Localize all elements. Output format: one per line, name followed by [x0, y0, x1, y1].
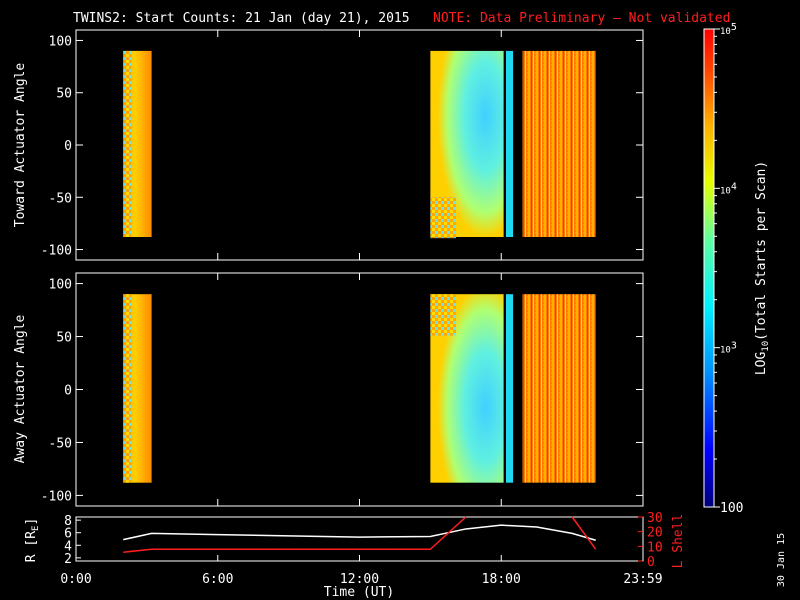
colorbar-label: LOG10(Total Starts per Scan) — [754, 161, 771, 375]
away-y-tick-label: 100 — [49, 278, 72, 293]
colorbar-gradient — [703, 28, 715, 508]
lshell-tick-label: 0 — [647, 555, 655, 570]
toward-y-tick-label: 50 — [56, 87, 72, 102]
away-heatmap-block — [522, 294, 596, 483]
lshell-line — [571, 516, 597, 550]
radius-tick-label: 2 — [64, 552, 72, 567]
x-axis-label: Time (UT) — [324, 585, 394, 600]
lshell-axis-label: L Shell — [671, 514, 686, 569]
date-stamp: 30 Jan 15 — [776, 533, 787, 587]
toward-block-edge-texture — [123, 50, 132, 238]
lshell-line — [123, 516, 467, 553]
radius-tick-label: 6 — [64, 527, 72, 542]
colorbar-tick-label: 104 — [720, 181, 737, 196]
radius-axis-label: R [RE] — [24, 518, 41, 563]
colorbar-tick-label: 103 — [720, 341, 737, 356]
lshell-tick-label: 20 — [647, 526, 663, 541]
radius-tick-label: 8 — [64, 514, 72, 529]
preliminary-note: NOTE: Data Preliminary – Not validated — [433, 11, 730, 26]
radius-tick-label: 4 — [64, 539, 72, 554]
away-y-tick-label: 0 — [64, 384, 72, 399]
colorbar-ticks: 105 104 103 100 — [714, 22, 743, 516]
toward-y-axis-label: Toward Actuator Angle — [13, 63, 28, 228]
lshell-tick-label: 10 — [647, 540, 663, 555]
away-panel: 100 50 0 -50 -100 Away Actuator Angle — [13, 272, 644, 507]
toward-y-tick-label: -50 — [49, 191, 72, 206]
toward-y-ticks: 100 50 0 -50 -100 — [41, 34, 643, 259]
toward-y-tick-label: 100 — [49, 34, 72, 49]
toward-panel: 100 50 0 -50 -100 Toward Actuator Angle — [13, 29, 644, 261]
chart-title: TWINS2: Start Counts: 21 Jan (day 21), 2… — [73, 11, 410, 26]
colorbar-tick-label: 100 — [720, 501, 743, 516]
toward-heatmap-block — [505, 50, 514, 238]
away-heatmap-blocks — [123, 294, 596, 483]
toward-y-tick-label: -100 — [41, 244, 72, 259]
time-tick-label: 12:00 — [340, 572, 379, 587]
time-tick-label: 6:00 — [202, 572, 233, 587]
colorbar: 105 104 103 100 LOG10(Total Starts per Scan… — [703, 22, 771, 516]
away-block-texture — [430, 294, 457, 336]
time-tick-label: 0:00 — [60, 572, 91, 587]
lshell-tick-label: 30 — [647, 511, 663, 526]
away-y-tick-label: -50 — [49, 436, 72, 451]
time-tick-label: 18:00 — [482, 572, 521, 587]
away-y-ticks: 100 50 0 -50 -100 — [41, 278, 643, 504]
time-tick-label: 23:59 — [623, 572, 662, 587]
away-y-tick-label: 50 — [56, 331, 72, 346]
colorbar-tick-label: 105 — [720, 22, 737, 37]
away-heatmap-block — [505, 294, 514, 483]
away-x-ticks — [75, 273, 644, 506]
away-block-edge-texture — [123, 294, 132, 483]
radius-line — [123, 524, 596, 541]
away-y-axis-label: Away Actuator Angle — [13, 314, 28, 463]
orbit-lines — [123, 516, 597, 553]
toward-heatmap-block — [522, 50, 596, 238]
toward-block-texture — [430, 197, 457, 239]
toward-y-tick-label: 0 — [64, 139, 72, 154]
toward-heatmap-blocks — [123, 50, 596, 239]
away-y-tick-label: -100 — [41, 489, 72, 504]
orbit-plot-frame — [75, 516, 644, 562]
toward-x-ticks — [75, 30, 644, 260]
